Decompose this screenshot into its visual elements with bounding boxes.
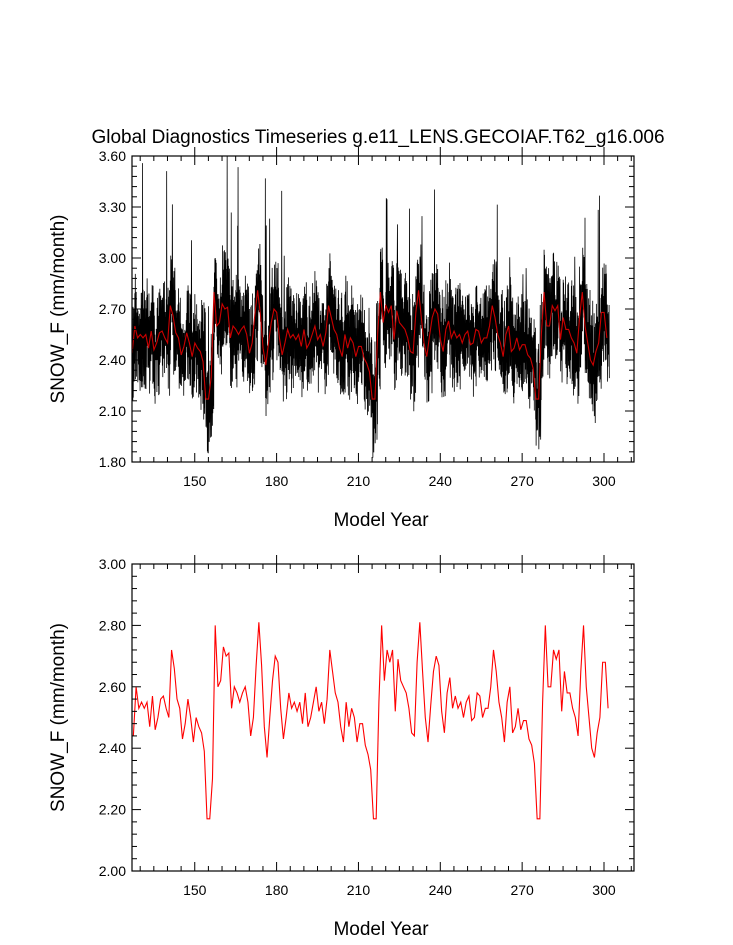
- x-tick-label: 240: [429, 473, 453, 489]
- y-tick-label: 2.40: [99, 352, 126, 368]
- series-monthly-line: [132, 156, 610, 458]
- y-tick-label: 3.60: [99, 148, 126, 164]
- x-tick-label: 270: [510, 473, 534, 489]
- y-tick-label: 2.20: [99, 802, 126, 818]
- plot-frame: [131, 563, 635, 872]
- x-tick-label: 270: [510, 882, 534, 898]
- x-axis-label: Model Year: [333, 510, 429, 531]
- bottom-panel: 150 180 210 240 270 300 2.00 2.20 2.40 2.60 2.80 3.…: [48, 555, 635, 940]
- x-tick-label: 300: [592, 882, 616, 898]
- y-tick-label: 2.40: [99, 740, 126, 756]
- top-panel: 150 180 210 240 270 300 1.80 2.10 2.40 2.70 3.00 3.…: [48, 147, 635, 531]
- y-tick-label: 2.00: [99, 863, 126, 879]
- series-annual-mean-line: [132, 622, 609, 820]
- x-tick-label: 210: [347, 882, 371, 898]
- y-tick-label: 2.80: [99, 617, 126, 633]
- y-tick-label: 3.00: [99, 556, 126, 572]
- y-tick-label: 2.70: [99, 301, 126, 317]
- x-tick-label: 210: [347, 473, 371, 489]
- x-tick-label: 150: [183, 473, 207, 489]
- figure-title: Global Diagnostics Timeseries g.e11_LENS…: [91, 127, 664, 148]
- x-axis-label: Model Year: [333, 919, 429, 940]
- x-tick-label: 180: [265, 473, 289, 489]
- x-tick-label: 240: [429, 882, 453, 898]
- y-tick-label: 1.80: [99, 454, 126, 470]
- series-annual-mean-line: [132, 290, 608, 400]
- y-tick-label: 2.60: [99, 679, 126, 695]
- x-tick-label: 180: [265, 882, 289, 898]
- y-tick-label: 3.00: [99, 250, 126, 266]
- y-axis-label: SNOW_F (mm/month): [48, 623, 69, 812]
- x-tick-label: 300: [592, 473, 616, 489]
- x-tick-label: 150: [183, 882, 207, 898]
- y-tick-label: 3.30: [99, 199, 126, 215]
- y-tick-label: 2.10: [99, 403, 126, 419]
- y-axis-label: SNOW_F (mm/month): [48, 215, 69, 404]
